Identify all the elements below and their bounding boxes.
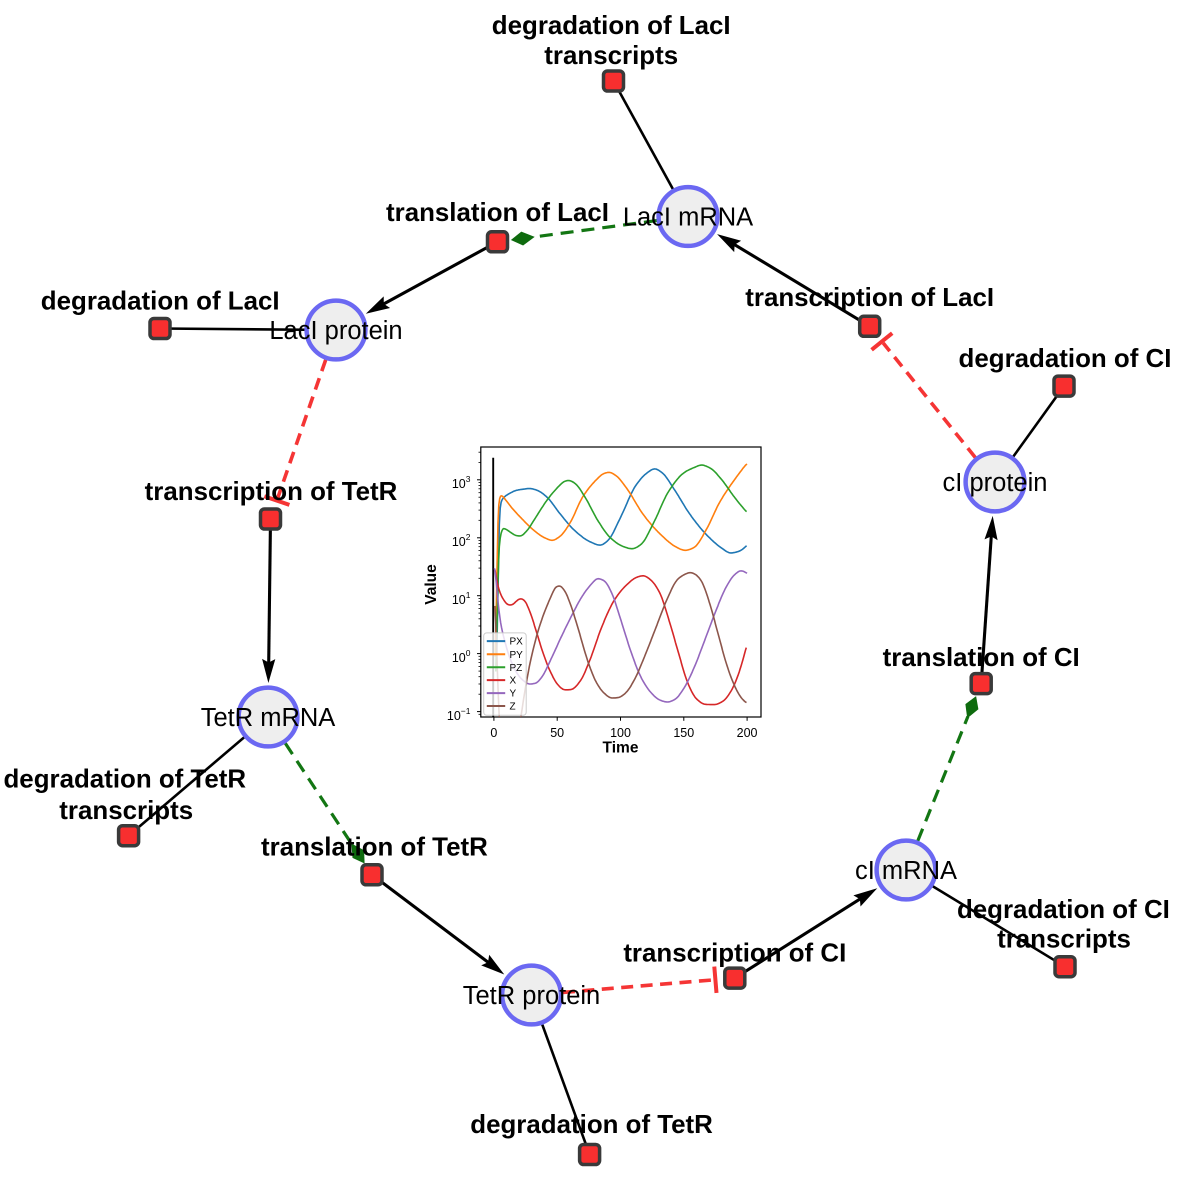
svg-text:translation of CI: translation of CI: [883, 644, 1080, 672]
svg-text:0: 0: [490, 726, 497, 740]
svg-text:degradation of CI: degradation of CI: [957, 896, 1170, 924]
svg-text:transcription of TetR: transcription of TetR: [145, 478, 398, 506]
svg-text:degradation of CI: degradation of CI: [959, 345, 1172, 373]
svg-text:cI mRNA: cI mRNA: [855, 857, 957, 885]
svg-text:50: 50: [550, 726, 564, 740]
svg-text:Y: Y: [510, 689, 517, 700]
svg-text:transcripts: transcripts: [544, 42, 678, 70]
svg-text:degradation of LacI: degradation of LacI: [492, 12, 731, 40]
svg-text:200: 200: [737, 726, 758, 740]
svg-text:LacI protein: LacI protein: [269, 317, 402, 345]
svg-text:100: 100: [610, 726, 631, 740]
svg-text:translation of TetR: translation of TetR: [261, 833, 488, 861]
svg-text:Time: Time: [603, 739, 639, 756]
svg-text:transcripts: transcripts: [59, 797, 193, 825]
svg-text:degradation of LacI: degradation of LacI: [41, 288, 280, 316]
svg-text:transcripts: transcripts: [997, 926, 1131, 954]
svg-text:Value: Value: [423, 564, 440, 605]
svg-text:PZ: PZ: [510, 663, 523, 674]
svg-text:transcription of CI: transcription of CI: [623, 940, 846, 968]
svg-text:degradation of TetR: degradation of TetR: [3, 766, 246, 794]
svg-text:transcription of LacI: transcription of LacI: [745, 284, 994, 312]
svg-text:translation of LacI: translation of LacI: [386, 199, 609, 227]
svg-text:cI protein: cI protein: [943, 469, 1048, 497]
svg-text:LacI mRNA: LacI mRNA: [623, 203, 753, 231]
svg-text:PY: PY: [510, 650, 524, 661]
svg-text:X: X: [510, 676, 517, 687]
svg-text:PX: PX: [510, 637, 524, 648]
svg-text:degradation of TetR: degradation of TetR: [470, 1111, 713, 1139]
svg-text:Z: Z: [510, 702, 516, 713]
svg-text:150: 150: [673, 726, 694, 740]
svg-text:TetR protein: TetR protein: [463, 982, 601, 1010]
svg-text:TetR mRNA: TetR mRNA: [201, 704, 336, 732]
